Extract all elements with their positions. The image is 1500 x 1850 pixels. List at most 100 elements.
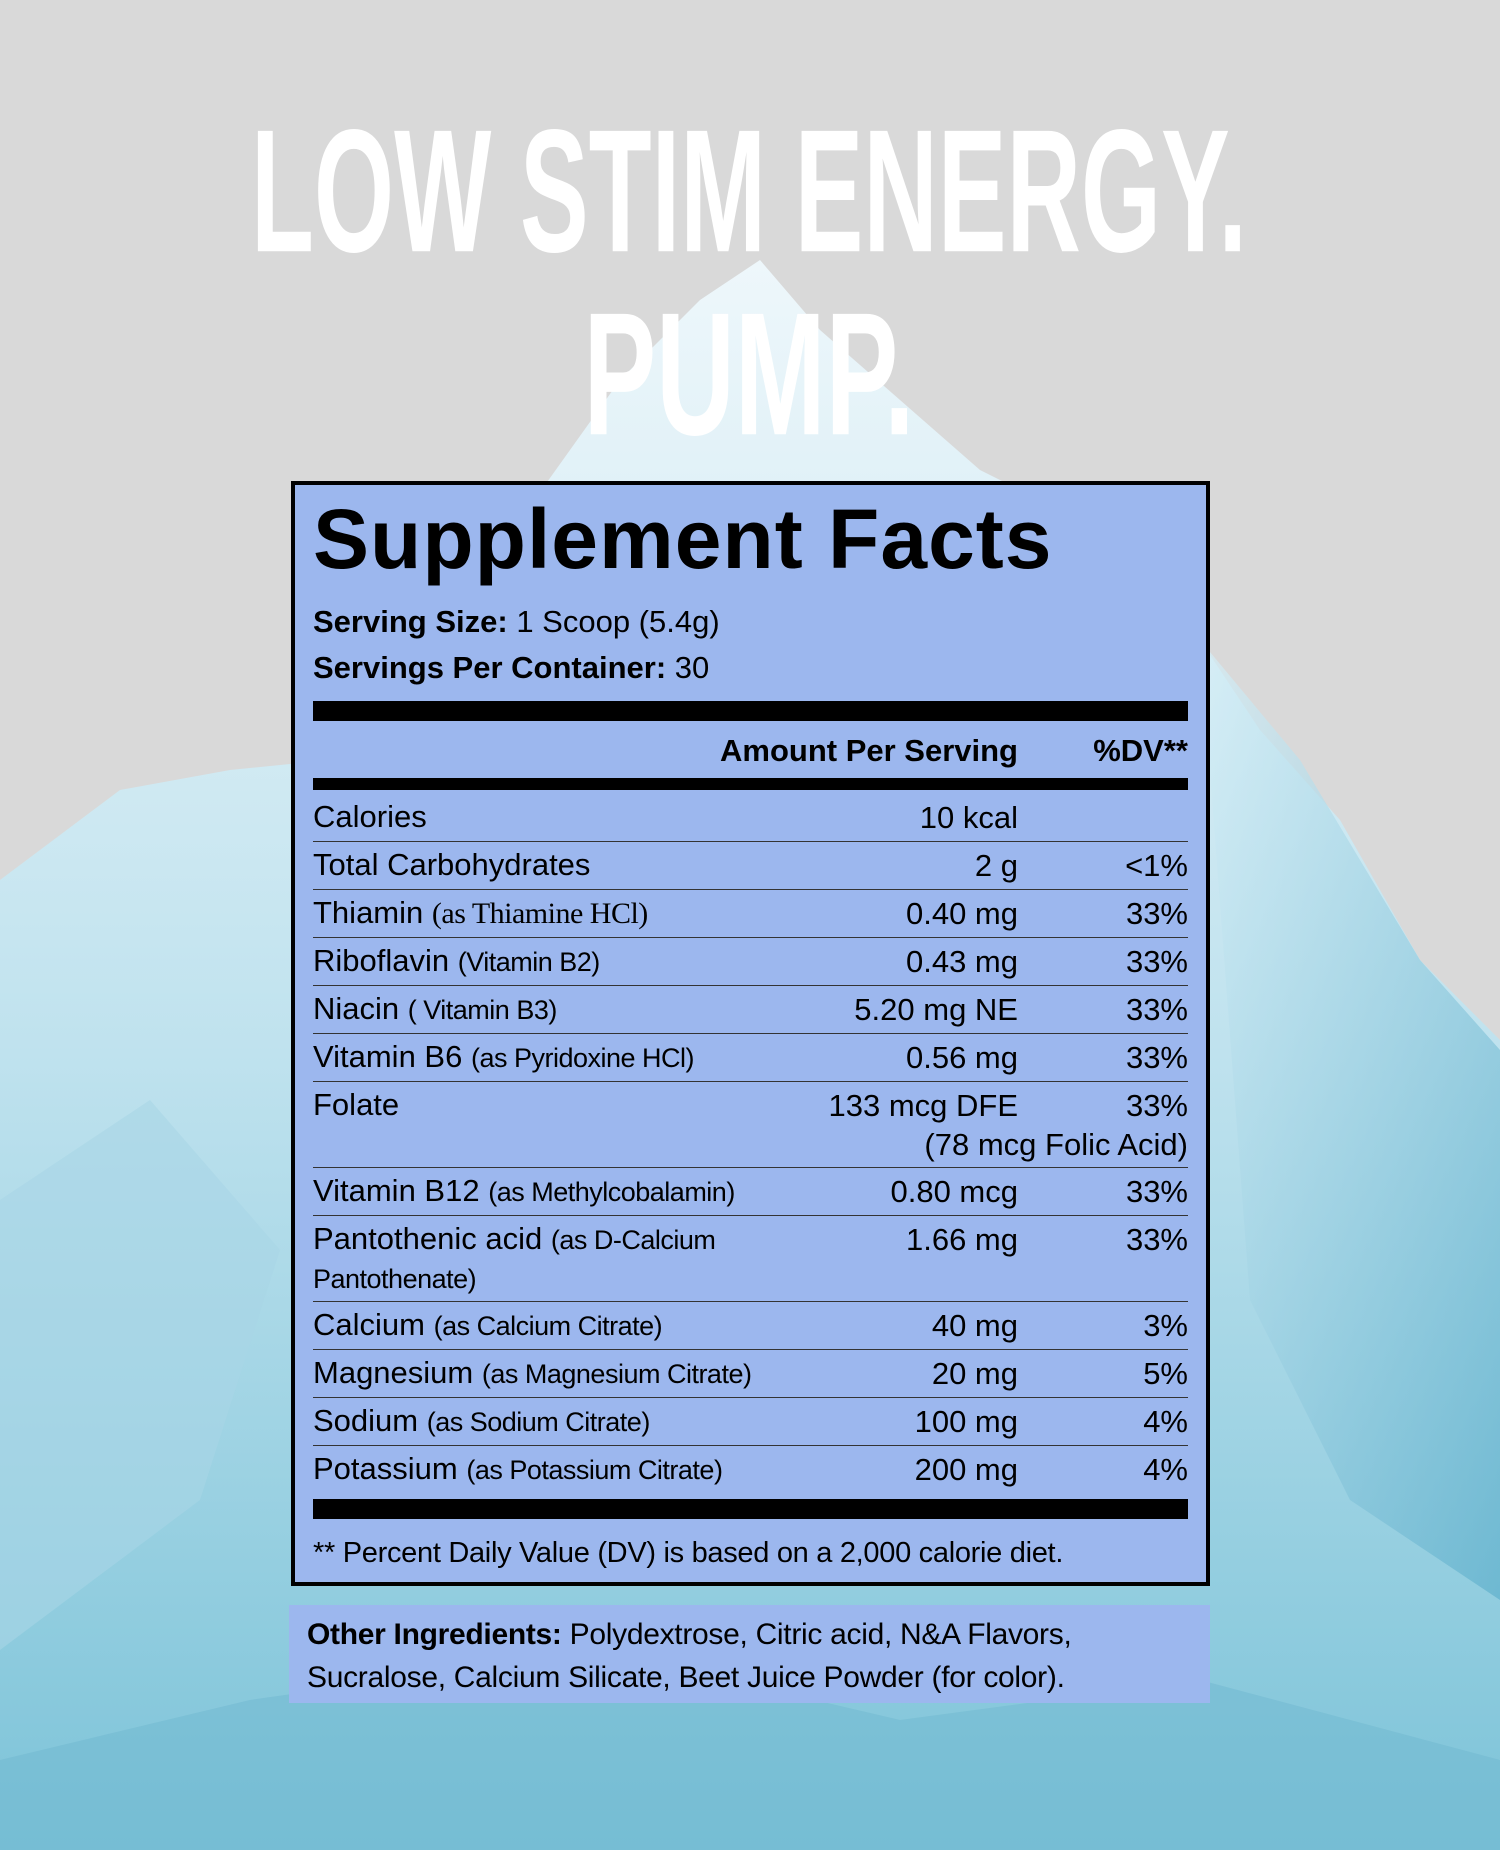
fact-row: Vitamin B12 (as Methylcobalamin) 0.80 mcg… <box>313 1168 1188 1217</box>
daily-value: 5% <box>1143 1356 1188 1392</box>
fact-row: Thiamin (as Thiamine HCl) 0.40 mg 33% <box>313 890 1188 939</box>
nutrient: Pantothenic acid (as D-Calcium Pantothen… <box>313 1220 768 1298</box>
amount: 40 mg <box>931 1308 1018 1344</box>
amount: 0.56 mg <box>905 1040 1018 1076</box>
rule <box>313 701 1188 722</box>
dv-header: %DV** <box>1093 733 1188 769</box>
amount: 5.20 mg NE <box>854 992 1018 1028</box>
nutrient: Potassium (as Potassium Citrate) <box>313 1450 768 1490</box>
amount: 1.66 mg <box>905 1222 1018 1258</box>
nutrient-detail: (as Magnesium Citrate) <box>481 1359 752 1390</box>
fact-row: Folate 133 mcg DFE 33% (78 mcg Folic Acid) <box>313 1082 1188 1169</box>
nutrient: Folate <box>313 1086 768 1126</box>
nutrient: Magnesium (as Magnesium Citrate) <box>313 1354 768 1394</box>
header-row: Amount Per Serving %DV** <box>313 727 1188 774</box>
fact-row: Potassium (as Potassium Citrate) 200 mg 4% <box>313 1446 1188 1493</box>
nutrient-detail: (as Calcium Citrate) <box>433 1311 663 1342</box>
fact-row: Niacin ( Vitamin B3) 5.20 mg NE 33% <box>313 986 1188 1035</box>
label: Other Ingredients: <box>307 1618 562 1651</box>
cell <box>1018 798 1188 838</box>
nutrient-name: Potassium <box>313 1451 458 1487</box>
headline: LOW STIM ENERGY. <box>251 94 1247 289</box>
daily-value: 33% <box>1125 1222 1188 1258</box>
daily-value: 4% <box>1143 1452 1188 1488</box>
daily-value: 33% <box>1125 896 1188 932</box>
serving-size: Serving Size: 1 Scoop (5.4g) <box>313 599 1188 645</box>
text: Polydextrose, Citric acid, N&A Flavors, … <box>307 1618 1072 1694</box>
nutrient-name: Thiamin <box>313 895 424 931</box>
label: Servings Per Container: <box>313 650 667 686</box>
nutrient: Calcium (as Calcium Citrate) <box>313 1306 768 1346</box>
nutrient-name: Magnesium <box>313 1355 474 1391</box>
daily-value: 3% <box>1143 1308 1188 1344</box>
amount: 0.43 mg <box>905 944 1018 980</box>
fact-row: Total Carbohydrates 2 g <1% <box>313 842 1188 891</box>
daily-value: 4% <box>1143 1404 1188 1440</box>
headline: PUMP. <box>584 277 915 472</box>
nutrient-name: Vitamin B12 <box>313 1173 480 1209</box>
value: 30 <box>674 650 710 686</box>
nutrient-detail: (as Thiamine HCl) <box>431 897 648 931</box>
nutrient: Vitamin B6 (as Pyridoxine HCl) <box>313 1038 768 1078</box>
amount: 133 mcg DFE <box>828 1088 1018 1124</box>
nutrient: Niacin ( Vitamin B3) <box>313 990 768 1030</box>
other-ingredients: Other Ingredients: Polydextrose, Citric … <box>289 1605 1210 1703</box>
nutrient-name: Calcium <box>313 1307 425 1343</box>
label: Serving Size: <box>313 604 508 640</box>
rule <box>313 778 1188 791</box>
fact-row: Sodium (as Sodium Citrate) 100 mg 4% <box>313 1398 1188 1447</box>
nutrient-detail: (as Methylcobalamin) <box>488 1177 735 1208</box>
nutrient-detail: (as Pyridoxine HCl) <box>470 1043 695 1074</box>
amount: 200 mg <box>914 1452 1018 1488</box>
nutrient-detail: (as Potassium Citrate) <box>466 1455 723 1486</box>
nutrient-detail: (as Sodium Citrate) <box>426 1407 651 1438</box>
footnote: ** Percent Daily Value (DV) is based on … <box>313 1537 1064 1570</box>
iceberg-facet <box>0 1100 280 1650</box>
value: 1 Scoop (5.4g) <box>516 604 720 640</box>
fact-row: Riboflavin (Vitamin B2) 0.43 mg 33% <box>313 938 1188 987</box>
servings: Servings Per Container: 30 <box>313 645 1188 691</box>
iceberg-facet <box>1200 640 1500 1600</box>
amount: 10 kcal <box>919 800 1018 836</box>
nutrient: Vitamin B12 (as Methylcobalamin) <box>313 1172 768 1212</box>
fact-row: Pantothenic acid (as D-Calcium Pantothen… <box>313 1216 1188 1303</box>
note: (78 mcg Folic Acid) <box>924 1127 1188 1163</box>
nutrient-detail: (as D-Calcium Pantothenate) <box>313 1225 716 1295</box>
amount: 20 mg <box>931 1356 1018 1392</box>
fact-row: Magnesium (as Magnesium Citrate) 20 mg 5% <box>313 1350 1188 1399</box>
nutrient: Calories <box>313 798 768 838</box>
amount: 100 mg <box>914 1404 1018 1440</box>
facts-panel: Supplement Facts Serving Size: 1 Scoop (… <box>291 481 1210 1587</box>
nutrient-detail: (Vitamin B2) <box>457 947 601 978</box>
nutrient-name: Niacin <box>313 991 400 1027</box>
nutrient: Riboflavin (Vitamin B2) <box>313 942 768 982</box>
nutrient: Thiamin (as Thiamine HCl) <box>313 894 768 934</box>
nutrient-name: Folate <box>313 1087 400 1123</box>
nutrient: Total Carbohydrates <box>313 846 768 886</box>
fact-row: Vitamin B6 (as Pyridoxine HCl) 0.56 mg 33% <box>313 1034 1188 1083</box>
daily-value: <1% <box>1125 848 1188 884</box>
daily-value: 33% <box>1125 1040 1188 1076</box>
amount-header: Amount Per Serving <box>720 733 1018 769</box>
daily-value: 33% <box>1125 1174 1188 1210</box>
daily-value: 33% <box>1125 992 1188 1028</box>
amount: 0.80 mcg <box>890 1174 1018 1210</box>
amount: 2 g <box>974 848 1018 884</box>
nutrient-detail: ( Vitamin B3) <box>407 995 558 1026</box>
nutrient-name: Pantothenic acid <box>313 1221 543 1257</box>
daily-value: 33% <box>1125 944 1188 980</box>
facts-title: Supplement Facts <box>313 492 1053 586</box>
rows: Calories 10 kcal Total Carbohydrates 2 g <1%… <box>313 794 1188 1493</box>
nutrient: Sodium (as Sodium Citrate) <box>313 1402 768 1442</box>
fact-row: Calcium (as Calcium Citrate) 40 mg 3% <box>313 1302 1188 1351</box>
nutrient-name: Total Carbohydrates <box>313 847 591 883</box>
fact-row: Calories 10 kcal <box>313 794 1188 843</box>
nutrient-name: Sodium <box>313 1403 419 1439</box>
nutrient-name: Vitamin B6 <box>313 1039 463 1075</box>
nutrient-name: Calories <box>313 799 427 835</box>
daily-value: 33% <box>1125 1088 1188 1124</box>
amount: 0.40 mg <box>905 896 1018 932</box>
nutrient-name: Riboflavin <box>313 943 450 979</box>
rule <box>313 1499 1188 1520</box>
